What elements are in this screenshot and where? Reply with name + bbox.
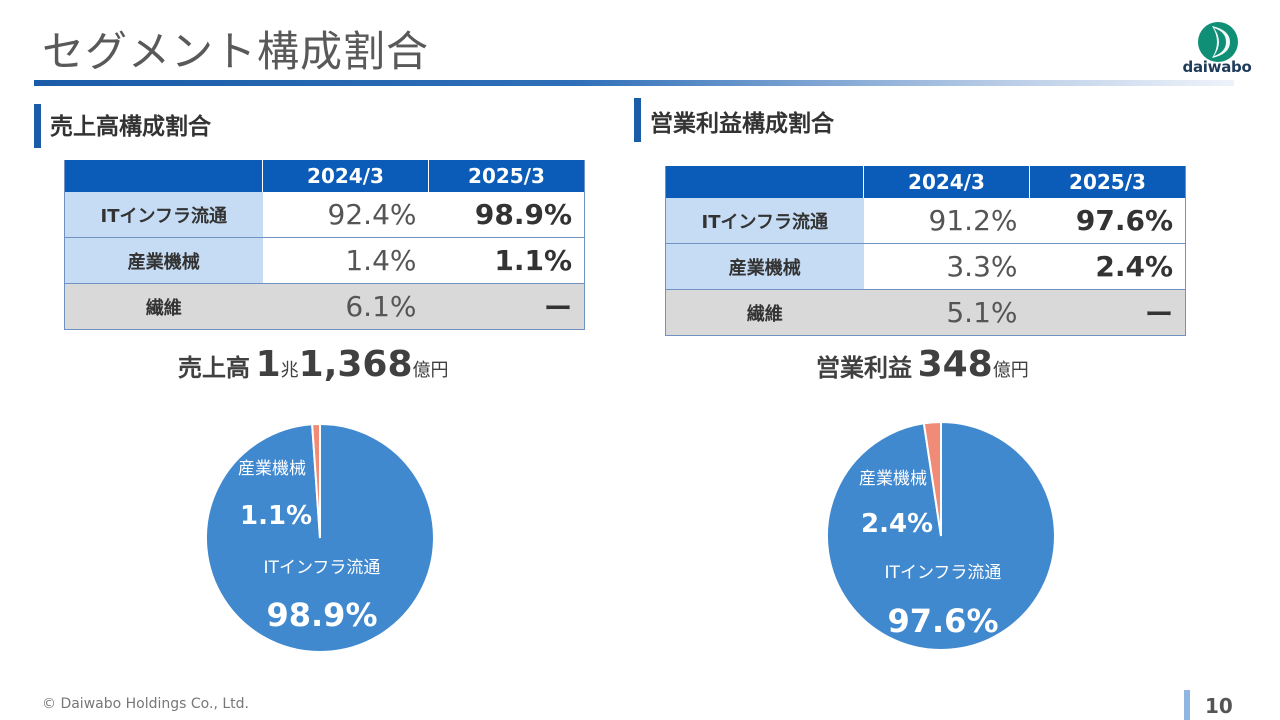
slice-value-label: 1.1% bbox=[240, 501, 312, 531]
row-label: 産業機械 bbox=[665, 243, 864, 290]
header-cell bbox=[665, 166, 864, 198]
sales-table: 2024/3 2025/3 ITインフラ流通 92.4% 98.9% 産業機械 … bbox=[64, 160, 585, 330]
slice-label: ITインフラ流通 bbox=[264, 558, 381, 578]
pie-slice bbox=[922, 420, 942, 537]
slice-value-label: 97.6% bbox=[887, 602, 998, 640]
slice-label: 産業機械 bbox=[238, 459, 306, 479]
daiwabo-logo-icon bbox=[1198, 22, 1238, 62]
value-2025: 2.4% bbox=[1029, 243, 1186, 290]
value-2025: ー bbox=[428, 283, 585, 330]
profit-total-value: 348 bbox=[917, 344, 993, 385]
row-label: 産業機械 bbox=[64, 237, 263, 284]
table-row: 産業機械 3.3% 2.4% bbox=[665, 243, 1186, 290]
profit-section-bar bbox=[634, 98, 641, 142]
table-row: ITインフラ流通 92.4% 98.9% bbox=[64, 192, 585, 238]
value-2024: 91.2% bbox=[863, 198, 1030, 244]
value-2025: ー bbox=[1029, 289, 1186, 336]
row-label: 繊維 bbox=[665, 289, 864, 336]
value-2024: 3.3% bbox=[863, 243, 1030, 290]
profit-total-unit: 億円 bbox=[992, 360, 1029, 381]
row-label: 繊維 bbox=[64, 283, 263, 330]
value-2024: 1.4% bbox=[262, 237, 429, 284]
sales-total-hundred-million: 1,368 bbox=[298, 344, 413, 385]
profit-pie-chart: 産業機械 2.4% ITインフラ流通 97.6% bbox=[826, 420, 1056, 651]
logo-text: daiwabo bbox=[1182, 58, 1252, 76]
page-number: 10 bbox=[1205, 694, 1233, 718]
row-label: ITインフラ流通 bbox=[665, 198, 864, 244]
table-row: 産業機械 1.4% 1.1% bbox=[64, 237, 585, 284]
sales-table-header: 2024/3 2025/3 bbox=[64, 160, 585, 192]
profit-section-title: 営業利益構成割合 bbox=[650, 111, 834, 137]
table-row: ITインフラ流通 91.2% 97.6% bbox=[665, 198, 1186, 244]
sales-total: 売上高 1兆1,368億円 bbox=[178, 344, 449, 385]
profit-total: 営業利益 348億円 bbox=[816, 344, 1029, 385]
value-2024: 5.1% bbox=[863, 289, 1030, 336]
pie-slice bbox=[311, 422, 321, 539]
sales-section-bar bbox=[34, 104, 41, 148]
slice-value-label: 98.9% bbox=[266, 596, 377, 634]
sales-total-unit: 億円 bbox=[412, 360, 449, 381]
sales-total-trillion: 1 bbox=[255, 344, 281, 385]
value-2025: 1.1% bbox=[428, 237, 585, 284]
header-cell bbox=[64, 160, 263, 192]
title-divider bbox=[34, 80, 1234, 86]
header-cell: 2025/3 bbox=[1029, 166, 1186, 198]
value-2025: 98.9% bbox=[428, 192, 585, 238]
page-title: セグメント構成割合 bbox=[42, 27, 430, 76]
sales-section-title: 売上高構成割合 bbox=[50, 114, 211, 140]
sales-total-unit-trillion: 兆 bbox=[280, 360, 299, 381]
row-label: ITインフラ流通 bbox=[64, 192, 263, 238]
header-cell: 2025/3 bbox=[428, 160, 585, 192]
slice-label: 産業機械 bbox=[859, 469, 927, 489]
sales-pie-chart: 産業機械 1.1% ITインフラ流通 98.9% bbox=[205, 422, 435, 653]
header-cell: 2024/3 bbox=[262, 160, 429, 192]
page-number-bar bbox=[1184, 690, 1190, 720]
slice-value-label: 2.4% bbox=[861, 509, 933, 539]
slice-label: ITインフラ流通 bbox=[885, 563, 1002, 583]
profit-total-label: 営業利益 bbox=[816, 354, 912, 382]
copyright: © Daiwabo Holdings Co., Ltd. bbox=[42, 696, 249, 712]
table-row: 繊維 6.1% ー bbox=[64, 283, 585, 330]
profit-table: 2024/3 2025/3 ITインフラ流通 91.2% 97.6% 産業機械 … bbox=[665, 166, 1186, 336]
value-2024: 92.4% bbox=[262, 192, 429, 238]
header-cell: 2024/3 bbox=[863, 166, 1030, 198]
value-2025: 97.6% bbox=[1029, 198, 1186, 244]
value-2024: 6.1% bbox=[262, 283, 429, 330]
sales-total-label: 売上高 bbox=[178, 354, 250, 382]
table-row: 繊維 5.1% ー bbox=[665, 289, 1186, 336]
profit-table-header: 2024/3 2025/3 bbox=[665, 166, 1186, 198]
